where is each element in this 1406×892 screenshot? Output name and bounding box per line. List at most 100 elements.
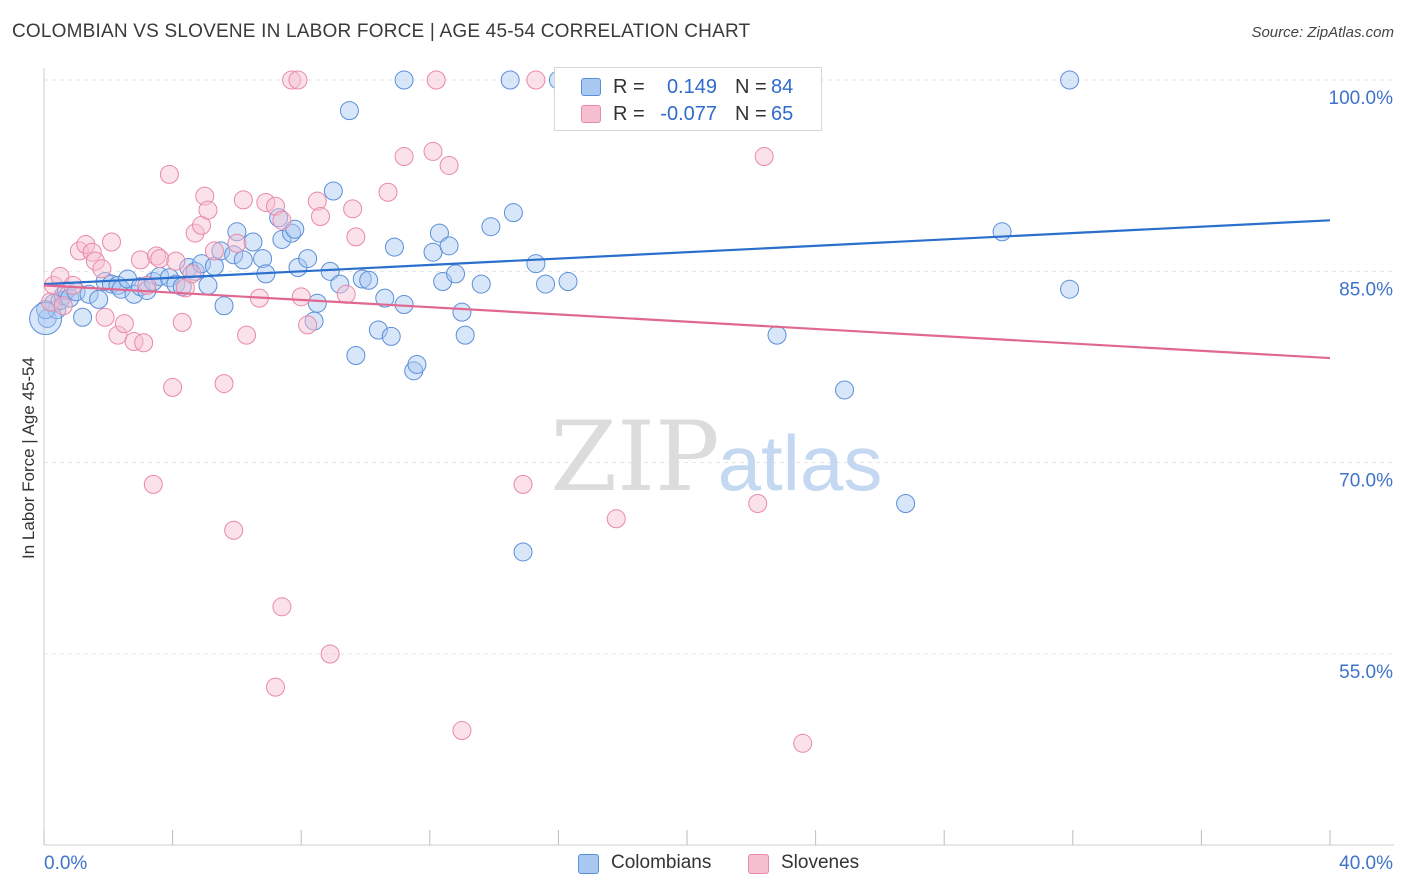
slovene-point [204,241,224,261]
legend-swatch-slovenes [748,854,769,874]
slovene-point [288,70,308,90]
slovene-point [256,192,276,212]
legend-r-value: -0.077 [660,103,717,125]
colombian-point [352,269,372,289]
legend-r-value: 0.149 [666,76,717,98]
legend-n-value: 84 [771,76,794,98]
colombian-point [835,380,855,400]
slovene-point [147,246,167,266]
slovene-point [159,164,179,184]
watermark-atlas: atlas [718,419,883,507]
source-label: Source: ZipAtlas.com [1251,24,1394,41]
slovene-point [166,251,186,271]
chart-title: COLOMBIAN VS SLOVENE IN LABOR FORCE | AG… [12,21,751,42]
colombian-point [330,274,350,294]
slovene-point [182,264,202,284]
colombian-point [359,270,379,290]
axes [43,68,1394,846]
legend-swatch-slovenes [581,105,601,123]
watermark-zip: ZIP [550,401,719,513]
slovene-point [185,223,205,243]
colombian-point [89,289,109,309]
slovene-point [606,509,626,529]
legend-label-colombians: Colombians [611,852,712,873]
legend-row-slovenes: R = -0.077 N = 65 [555,101,821,127]
colombian-point [323,181,343,201]
colombian-point [455,325,475,345]
colombian-point [243,232,263,252]
legend-n-label: N = [735,103,767,125]
colombian-point [394,70,414,90]
gridlines [44,79,1394,655]
colombian-point [214,296,234,316]
slovene-point [343,199,363,219]
colombian-point [439,236,459,256]
colombian-point [384,237,404,257]
slovene-point [439,155,459,175]
slovene-point [134,333,154,353]
slovene-point [108,325,128,345]
tick-labels: 55.0% 70.0% 85.0% 100.0% 0.0% 40.0% [44,88,1393,874]
colombian-point [198,275,218,295]
y-tick-label: 55.0% [1339,662,1393,683]
slovene-point [53,296,73,316]
colombian-point [381,326,401,346]
slovene-point [394,147,414,167]
colombian-point [224,245,244,265]
slovene-point [265,196,285,216]
slovene-point [310,206,330,226]
slovene-point [130,250,150,270]
y-tick-label: 100.0% [1329,88,1394,109]
slovene-point [198,200,218,220]
colombian-point [307,293,327,313]
slovene-point [124,331,144,351]
colombian-point [536,274,556,294]
slovene-point [233,190,253,210]
colombian-point [79,284,99,304]
y-axis-label: In Labor Force | Age 45-54 [19,357,38,559]
y-tick-label: 85.0% [1339,279,1393,300]
colombian-point [375,288,395,308]
slovene-point [272,597,292,617]
slovene-point [307,191,327,211]
colombian-point [767,325,787,345]
slovene-point [793,733,813,753]
slovene-point [452,721,472,741]
slovene-point [214,374,234,394]
colombian-point [526,254,546,274]
slovene-point [102,232,122,252]
colombian-point [452,302,472,322]
colombian-point [471,274,491,294]
slovene-point [76,235,96,255]
slovene-point [423,141,443,161]
colombian-point [1060,70,1080,90]
slovene-point [513,474,533,494]
legend-swatch-colombians [581,78,601,96]
colombian-point [339,101,359,121]
slovene-point [291,287,311,307]
colombian-point [992,222,1012,242]
legend-r-label: R = [613,103,645,125]
legend-label-slovenes: Slovenes [781,852,860,873]
colombian-point [1060,279,1080,299]
slovene-point [378,182,398,202]
slovene-point [40,292,60,312]
slovenes-trend-line [43,284,1331,360]
colombian-point [500,70,520,90]
colombian-point [896,493,916,513]
colombian-point [446,264,466,284]
slovene-point [754,147,774,167]
colombian-point [423,242,443,262]
y-tick-label: 70.0% [1339,471,1393,492]
colombian-point [269,208,289,228]
slovene-point [92,259,112,279]
slovene-point [114,314,134,334]
legend-row-colombians: R = 0.149 N = 84 [555,74,821,100]
slovene-point [346,227,366,247]
slovene-point [237,325,257,345]
x-tick-label-min: 0.0% [44,853,87,874]
slovenes-points [40,70,813,753]
colombian-point [407,354,427,374]
